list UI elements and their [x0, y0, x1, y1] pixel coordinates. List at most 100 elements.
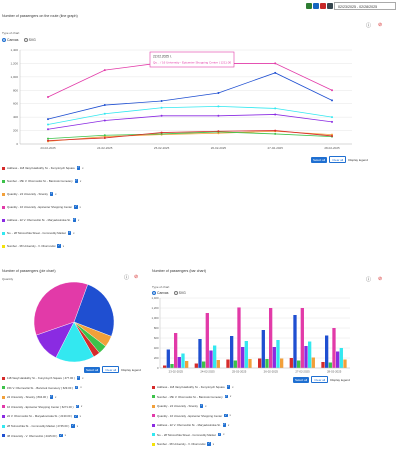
- bar-rect[interactable]: [308, 341, 312, 369]
- pie-legend-item[interactable]: 15b V. Obornovitsi St. - Barvinok Cemete…: [2, 385, 82, 391]
- bar-rect[interactable]: [248, 359, 252, 368]
- bar-rect[interactable]: [311, 357, 315, 369]
- bar-rect[interactable]: [261, 330, 265, 368]
- chevron-down-icon[interactable]: ▾: [228, 423, 230, 427]
- chevron-down-icon[interactable]: ▾: [205, 404, 207, 408]
- legend-checkbox[interactable]: ✓: [49, 394, 54, 399]
- legend-checkbox[interactable]: ✓: [74, 384, 79, 390]
- bar-info-icon[interactable]: ⓘ: [366, 277, 372, 283]
- legend-checkbox[interactable]: ✓: [71, 423, 75, 428]
- bar-clear-all-button[interactable]: Clear all: [311, 376, 329, 384]
- bar-rect[interactable]: [289, 358, 293, 368]
- bar-rect[interactable]: [181, 353, 185, 369]
- line-legend-item[interactable]: Number - 15b V. Obornovitsi St. - Barvin…: [2, 178, 81, 184]
- bar-rect[interactable]: [343, 359, 347, 369]
- bar-rect[interactable]: [325, 335, 329, 369]
- bar-rect[interactable]: [339, 348, 343, 368]
- chevron-down-icon[interactable]: ▾: [79, 205, 81, 209]
- bar-rect[interactable]: [209, 350, 213, 369]
- chevron-down-icon[interactable]: ▾: [64, 434, 66, 438]
- bar-legend-item[interactable]: No. - 28 Telnovchka Street - Commodity M…: [152, 432, 225, 438]
- chevron-down-icon[interactable]: ▾: [82, 376, 84, 380]
- bar-rect[interactable]: [321, 362, 325, 368]
- chevron-down-icon[interactable]: ▾: [73, 231, 75, 235]
- chevron-down-icon[interactable]: ▾: [80, 405, 83, 409]
- bar-rect[interactable]: [163, 365, 167, 369]
- chevron-down-icon[interactable]: ▾: [62, 244, 65, 248]
- bar-rect[interactable]: [272, 347, 276, 368]
- legend-checkbox[interactable]: ✓: [75, 404, 79, 409]
- date-range-picker[interactable]: 02/23/2025 - 02/28/2025: [334, 2, 396, 10]
- legend-checkbox[interactable]: ✓: [57, 243, 61, 248]
- chevron-down-icon[interactable]: ▾: [229, 414, 231, 417]
- bar-display-legend-toggle[interactable]: Display legend: [330, 377, 350, 382]
- chevron-down-icon[interactable]: ▾: [80, 386, 82, 390]
- legend-checkbox[interactable]: ✓: [74, 178, 79, 183]
- chevron-down-icon[interactable]: ▾: [223, 433, 225, 436]
- bar-rect[interactable]: [241, 347, 245, 368]
- bar-rect[interactable]: [174, 333, 178, 368]
- chevron-down-icon[interactable]: ▾: [232, 385, 234, 389]
- zoom-reset-icon[interactable]: ⊘: [378, 22, 383, 28]
- csv-icon[interactable]: [313, 3, 319, 9]
- bar-rect[interactable]: [166, 349, 170, 369]
- legend-checkbox[interactable]: ✓: [226, 384, 231, 389]
- pdf-icon[interactable]: [320, 3, 326, 9]
- bar-rect[interactable]: [300, 308, 304, 368]
- line-legend-item[interactable]: Address - 118 Vasyl Haidukhy St. - Kunyn…: [2, 165, 84, 171]
- legend-checkbox[interactable]: ✓: [67, 230, 72, 235]
- line-display-legend-toggle[interactable]: Display legend: [348, 157, 368, 162]
- bar-legend-item[interactable]: Number - 38 University - V. Obornovitsi ✓…: [152, 441, 214, 447]
- line-legend-item[interactable]: Address - 22 V. Obornovitsi St. - Maryad…: [2, 217, 79, 223]
- bar-rect[interactable]: [328, 362, 332, 369]
- legend-checkbox[interactable]: ✓: [199, 403, 204, 408]
- line-legend-item[interactable]: Number - 38 University - V. Obornovitsi ✓…: [2, 243, 64, 249]
- legend-checkbox[interactable]: ✓: [59, 432, 63, 438]
- legend-checkbox[interactable]: ✓: [49, 191, 54, 196]
- bar-rect[interactable]: [293, 315, 297, 368]
- legend-checkbox[interactable]: ✓: [76, 165, 81, 170]
- bar-rect[interactable]: [276, 340, 280, 368]
- bar-rect[interactable]: [194, 363, 198, 369]
- chevron-down-icon[interactable]: ▾: [79, 414, 81, 418]
- bar-rect[interactable]: [205, 313, 209, 368]
- chevron-down-icon[interactable]: ▾: [82, 166, 84, 170]
- bar-rect[interactable]: [269, 308, 273, 368]
- bar-radio-svg[interactable]: [173, 290, 178, 295]
- bar-rect[interactable]: [170, 364, 174, 368]
- bar-rect[interactable]: [185, 361, 189, 368]
- bar-rect[interactable]: [265, 359, 269, 368]
- line-legend-item[interactable]: Quantity - 24 University - Sirenky ✓ ▾: [2, 191, 57, 197]
- chevron-down-icon[interactable]: ▾: [55, 192, 57, 196]
- line-legend-item[interactable]: No. - 28 Telnovchka Street - Commodity M…: [2, 230, 75, 236]
- bar-rect[interactable]: [216, 360, 220, 368]
- info-icon[interactable]: ⓘ: [366, 23, 372, 29]
- bar-rect[interactable]: [198, 339, 202, 368]
- bar-rect[interactable]: [297, 360, 301, 369]
- legend-checkbox[interactable]: ✓: [222, 422, 227, 427]
- line-select-all-button[interactable]: Select all: [311, 156, 328, 163]
- pie-clear-all-button[interactable]: Clear all: [102, 366, 120, 374]
- bar-radio-canvas[interactable]: [152, 290, 156, 295]
- bar-zoom-icon[interactable]: ⊘: [378, 276, 383, 282]
- legend-checkbox[interactable]: ✓: [207, 441, 211, 446]
- chevron-down-icon[interactable]: ▾: [212, 442, 215, 446]
- line-clear-all-button[interactable]: Clear all: [329, 156, 347, 164]
- bar-rect[interactable]: [280, 358, 284, 369]
- bar-rect[interactable]: [332, 328, 336, 368]
- pie-legend-item[interactable]: 16 University - Epicenter Shopping Cente…: [2, 404, 82, 410]
- legend-checkbox[interactable]: ✓: [74, 204, 78, 209]
- radio-canvas[interactable]: [2, 37, 6, 42]
- bar-legend-item[interactable]: Number - 15b V. Obornovitsi St. - Barvin…: [152, 394, 231, 400]
- chevron-down-icon[interactable]: ▾: [230, 395, 232, 398]
- bar-rect[interactable]: [226, 359, 230, 369]
- excel-icon[interactable]: [306, 3, 312, 9]
- bar-rect[interactable]: [233, 360, 237, 369]
- legend-checkbox[interactable]: ✓: [72, 217, 77, 222]
- bar-rect[interactable]: [213, 345, 217, 369]
- pie-select-all-button[interactable]: Select all: [84, 366, 101, 373]
- legend-checkbox[interactable]: ✓: [224, 412, 228, 418]
- pie-legend-item[interactable]: 24 University - Sirenky ( 804.00 ) ✓ ▾: [2, 394, 56, 400]
- bar-select-all-button[interactable]: Select all: [293, 376, 310, 383]
- legend-checkbox[interactable]: ✓: [224, 393, 229, 399]
